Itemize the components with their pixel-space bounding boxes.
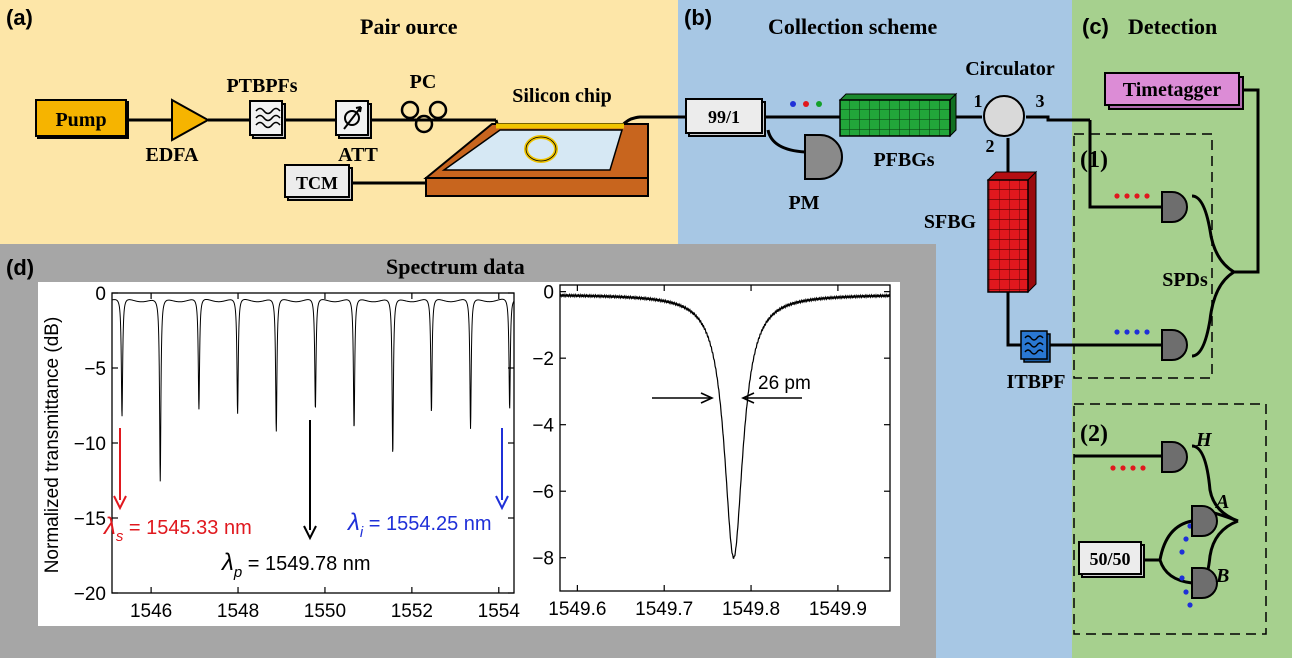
- pump-laser: Pump: [35, 99, 129, 139]
- x-tick-label: 1549.8: [722, 599, 780, 620]
- panel-b-title: Collection scheme: [768, 14, 937, 39]
- plot-2-background: [522, 282, 900, 626]
- panel-a-title: Pair ource: [360, 14, 458, 39]
- panel-c-tag: (c): [1082, 14, 1109, 39]
- circulator-port-2: 2: [986, 136, 995, 156]
- panel-d-tag: (d): [6, 255, 34, 280]
- idler-dots-1: [1114, 329, 1150, 335]
- splitter-label: 99/1: [708, 107, 740, 127]
- pfbgs-gratings: PFBGs: [838, 92, 958, 171]
- plot-2-frame: [559, 284, 891, 592]
- spds-label: SPDs: [1162, 269, 1208, 291]
- pump-arrow: [303, 420, 317, 541]
- resonance-dip-line: [559, 292, 891, 560]
- panel-a-tag: (a): [6, 5, 33, 30]
- circulator-port-1: 1: [974, 91, 983, 111]
- tcm-controller: TCM: [284, 164, 353, 201]
- x-tick-label: 1549.6: [548, 599, 606, 620]
- fwhm-arrows: [652, 392, 802, 404]
- h-label: H: [1195, 429, 1213, 451]
- ptbpfs-filter: PTBPFs: [226, 75, 298, 139]
- polarization-controller: PC: [400, 71, 448, 134]
- itbpf-label: ITBPF: [1007, 371, 1066, 393]
- itbpf-filter: ITBPF: [1007, 330, 1066, 393]
- timetagger: Timetagger: [1104, 72, 1244, 110]
- spd-a: A: [1191, 491, 1229, 537]
- chip-label: Silicon chip: [512, 85, 611, 107]
- x-tick-label: 1554: [478, 601, 521, 622]
- signal-dots-1: [1114, 193, 1150, 199]
- plot-1-background: [38, 282, 522, 626]
- circulator-label: Circulator: [965, 58, 1055, 80]
- y-tick-label: −8: [532, 549, 554, 570]
- y-tick-label: −5: [84, 359, 106, 380]
- signal-dots-2: [1110, 465, 1146, 471]
- detection-box-2: (2): [1073, 403, 1267, 635]
- idler-arrow: [495, 428, 509, 511]
- att-label: ATT: [338, 144, 378, 166]
- tcm-label: TCM: [296, 173, 338, 193]
- pump-annotation: λp = 1549.78 nm: [220, 549, 371, 581]
- y-axis-label: Normalized transmittance (dB): [42, 317, 63, 574]
- y-tick-label: −15: [74, 509, 106, 530]
- signal-annotation: λs = 1545.33 nm: [102, 513, 252, 545]
- edfa-label: EDFA: [146, 144, 200, 166]
- x-tick-label: 1546: [130, 601, 172, 622]
- panel-d-title: Spectrum data: [386, 254, 525, 279]
- spectrum-plot-zoom: 1549.6 1549.7 1549.8 1549.9 0 −2 −4 −6 −8: [532, 283, 891, 620]
- x-tick-label: 1549.7: [635, 599, 693, 620]
- pc-label: PC: [410, 71, 437, 93]
- y-tick-label: 0: [95, 284, 106, 305]
- detection-box-1: (1) SPDs: [1073, 133, 1213, 379]
- fwhm-label: 26 pm: [758, 373, 811, 394]
- fiber-lines-a: [128, 115, 686, 185]
- pump-dots: [790, 101, 822, 107]
- a-label: A: [1214, 491, 1229, 513]
- y-tick-label: −20: [74, 584, 106, 605]
- b-label: B: [1215, 565, 1229, 587]
- bs-label: 50/50: [1089, 549, 1130, 569]
- silicon-chip: Silicon chip: [423, 85, 649, 197]
- edfa-amplifier: EDFA: [146, 98, 211, 166]
- sfbg-grating: SFBG: [924, 170, 1038, 294]
- y-tick-label: −2: [532, 349, 554, 370]
- timetagger-label: Timetagger: [1123, 79, 1222, 101]
- splitter-99-1: 99/1: [685, 98, 766, 137]
- idler-annotation: λi = 1554.25 nm: [346, 509, 492, 541]
- pm-label: PM: [788, 192, 819, 214]
- spectrum-plot-wide: 1546 1548 1550 1552 1554 0 −5 −10 −15 −20: [74, 284, 521, 622]
- y-tick-label: −6: [532, 482, 554, 503]
- box1-label: (1): [1080, 147, 1108, 173]
- x-tick-label: 1552: [391, 601, 433, 622]
- beam-splitter-50-50: 50/50: [1078, 541, 1145, 578]
- spd-b: B: [1191, 565, 1229, 599]
- panel-b-background-lower: [936, 244, 1072, 658]
- circulator-port-3: 3: [1036, 91, 1045, 111]
- panel-b-tag: (b): [684, 5, 712, 30]
- circulator: Circulator 1 3 2: [965, 58, 1055, 156]
- spd-signal: [1161, 191, 1188, 223]
- sfbg-label: SFBG: [924, 211, 977, 233]
- pfbgs-label: PFBGs: [873, 149, 934, 171]
- x-tick-label: 1549.9: [809, 599, 867, 620]
- att-attenuator: ATT: [335, 100, 378, 166]
- y-tick-label: −10: [74, 434, 106, 455]
- x-tick-label: 1550: [304, 601, 346, 622]
- y-tick-label: −4: [532, 416, 554, 437]
- y-tick-label: 0: [543, 283, 554, 304]
- box2-label: (2): [1080, 421, 1108, 447]
- transmission-spectrum-line: [111, 298, 515, 482]
- ptbpfs-label: PTBPFs: [226, 75, 297, 97]
- spd-idler: [1161, 329, 1188, 361]
- panel-c-title: Detection: [1128, 14, 1217, 39]
- x-tick-label: 1548: [217, 601, 259, 622]
- pump-label: Pump: [55, 109, 106, 131]
- signal-arrow: [113, 428, 127, 511]
- power-meter: PM: [788, 134, 843, 214]
- spd-h: H: [1161, 429, 1213, 473]
